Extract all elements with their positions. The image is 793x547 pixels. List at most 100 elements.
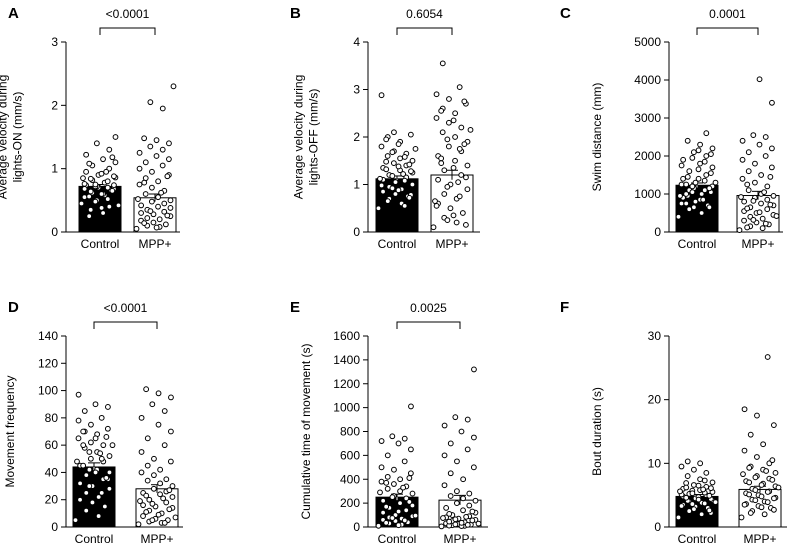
data-point [466,490,473,497]
data-point [149,500,156,507]
data-point [164,212,171,219]
data-point [470,464,477,471]
data-point [400,171,407,177]
y-axis-title: Average velocity during [292,75,306,200]
data-point [433,202,440,209]
data-point [403,495,410,502]
data-point [439,129,446,136]
data-point [87,206,94,213]
data-point [406,194,413,201]
data-point [380,497,387,504]
y-tick-label: 40 [45,465,59,479]
data-point [762,134,769,140]
data-point [692,179,699,186]
p-value-label: 0.0025 [410,301,447,315]
y-tick-label: 120 [38,356,58,370]
data-point [450,117,457,124]
data-point [98,489,105,496]
data-point [741,447,748,454]
data-point [151,455,157,462]
data-point [763,468,770,474]
y-tick-label: 1400 [333,353,360,367]
panel-f: F 0 10 20 30 Bout duration (s) Control MPP+ [560,299,787,546]
category-label: Control [378,237,417,251]
data-point [746,464,753,471]
data-point [137,498,143,504]
data-point [460,507,466,514]
data-point [680,175,686,182]
data-point [695,147,702,154]
data-point [756,76,763,83]
data-point [684,458,691,465]
data-point [401,458,408,465]
y-tick-label: 3 [353,83,360,97]
data-point [395,440,402,447]
data-point [140,502,146,509]
data-point [391,129,397,136]
data-point [435,176,441,183]
data-point [747,510,754,516]
data-point [764,489,771,495]
data-point [675,213,682,220]
data-point [769,476,776,483]
data-point [75,391,82,398]
y-tick-label: 0 [353,520,360,534]
data-point [697,460,704,467]
data-point [689,189,696,196]
data-point [377,489,383,496]
data-point [433,91,440,98]
significance-bracket [396,27,453,35]
panel-c: C 0 1000 2000 3000 4000 5000 Swim distance (mm)… [560,5,783,251]
data-point [155,203,161,210]
data-point [169,483,176,489]
data-point [754,454,760,460]
data-point [151,472,157,479]
data-point [144,435,151,442]
data-point [709,479,716,486]
data-point [475,520,482,527]
data-point [456,193,463,200]
data-point [401,154,408,160]
data-point [750,132,757,139]
data-point [454,458,460,465]
data-point [708,170,714,177]
data-point [77,480,83,487]
data-point [144,215,151,221]
data-point [700,486,707,493]
data-point [383,479,390,486]
data-point [80,442,87,449]
data-point [375,522,382,529]
data-point [762,220,769,227]
data-point [703,469,710,476]
data-point [75,435,82,442]
data-point [75,417,82,424]
data-point [86,160,93,167]
data-point [86,449,93,455]
data-point [683,484,690,491]
data-point [92,198,99,205]
data-point [441,422,448,429]
data-point [81,408,88,414]
data-point [450,212,457,219]
data-point [409,490,416,497]
data-point [446,518,453,525]
data-point [689,183,696,190]
data-point [167,205,174,211]
data-point [383,519,390,526]
data-point [706,492,713,499]
data-point [464,521,471,528]
category-label: MPP+ [743,532,776,546]
data-point [471,434,477,441]
data-point [115,202,122,209]
data-point [92,401,99,408]
data-point [155,194,161,201]
data-point [677,488,683,495]
data-point [377,175,383,182]
data-point [106,146,113,153]
data-point [155,421,162,428]
data-point [701,500,708,507]
data-point [103,434,110,440]
data-point [739,137,746,144]
data-point [166,506,173,513]
